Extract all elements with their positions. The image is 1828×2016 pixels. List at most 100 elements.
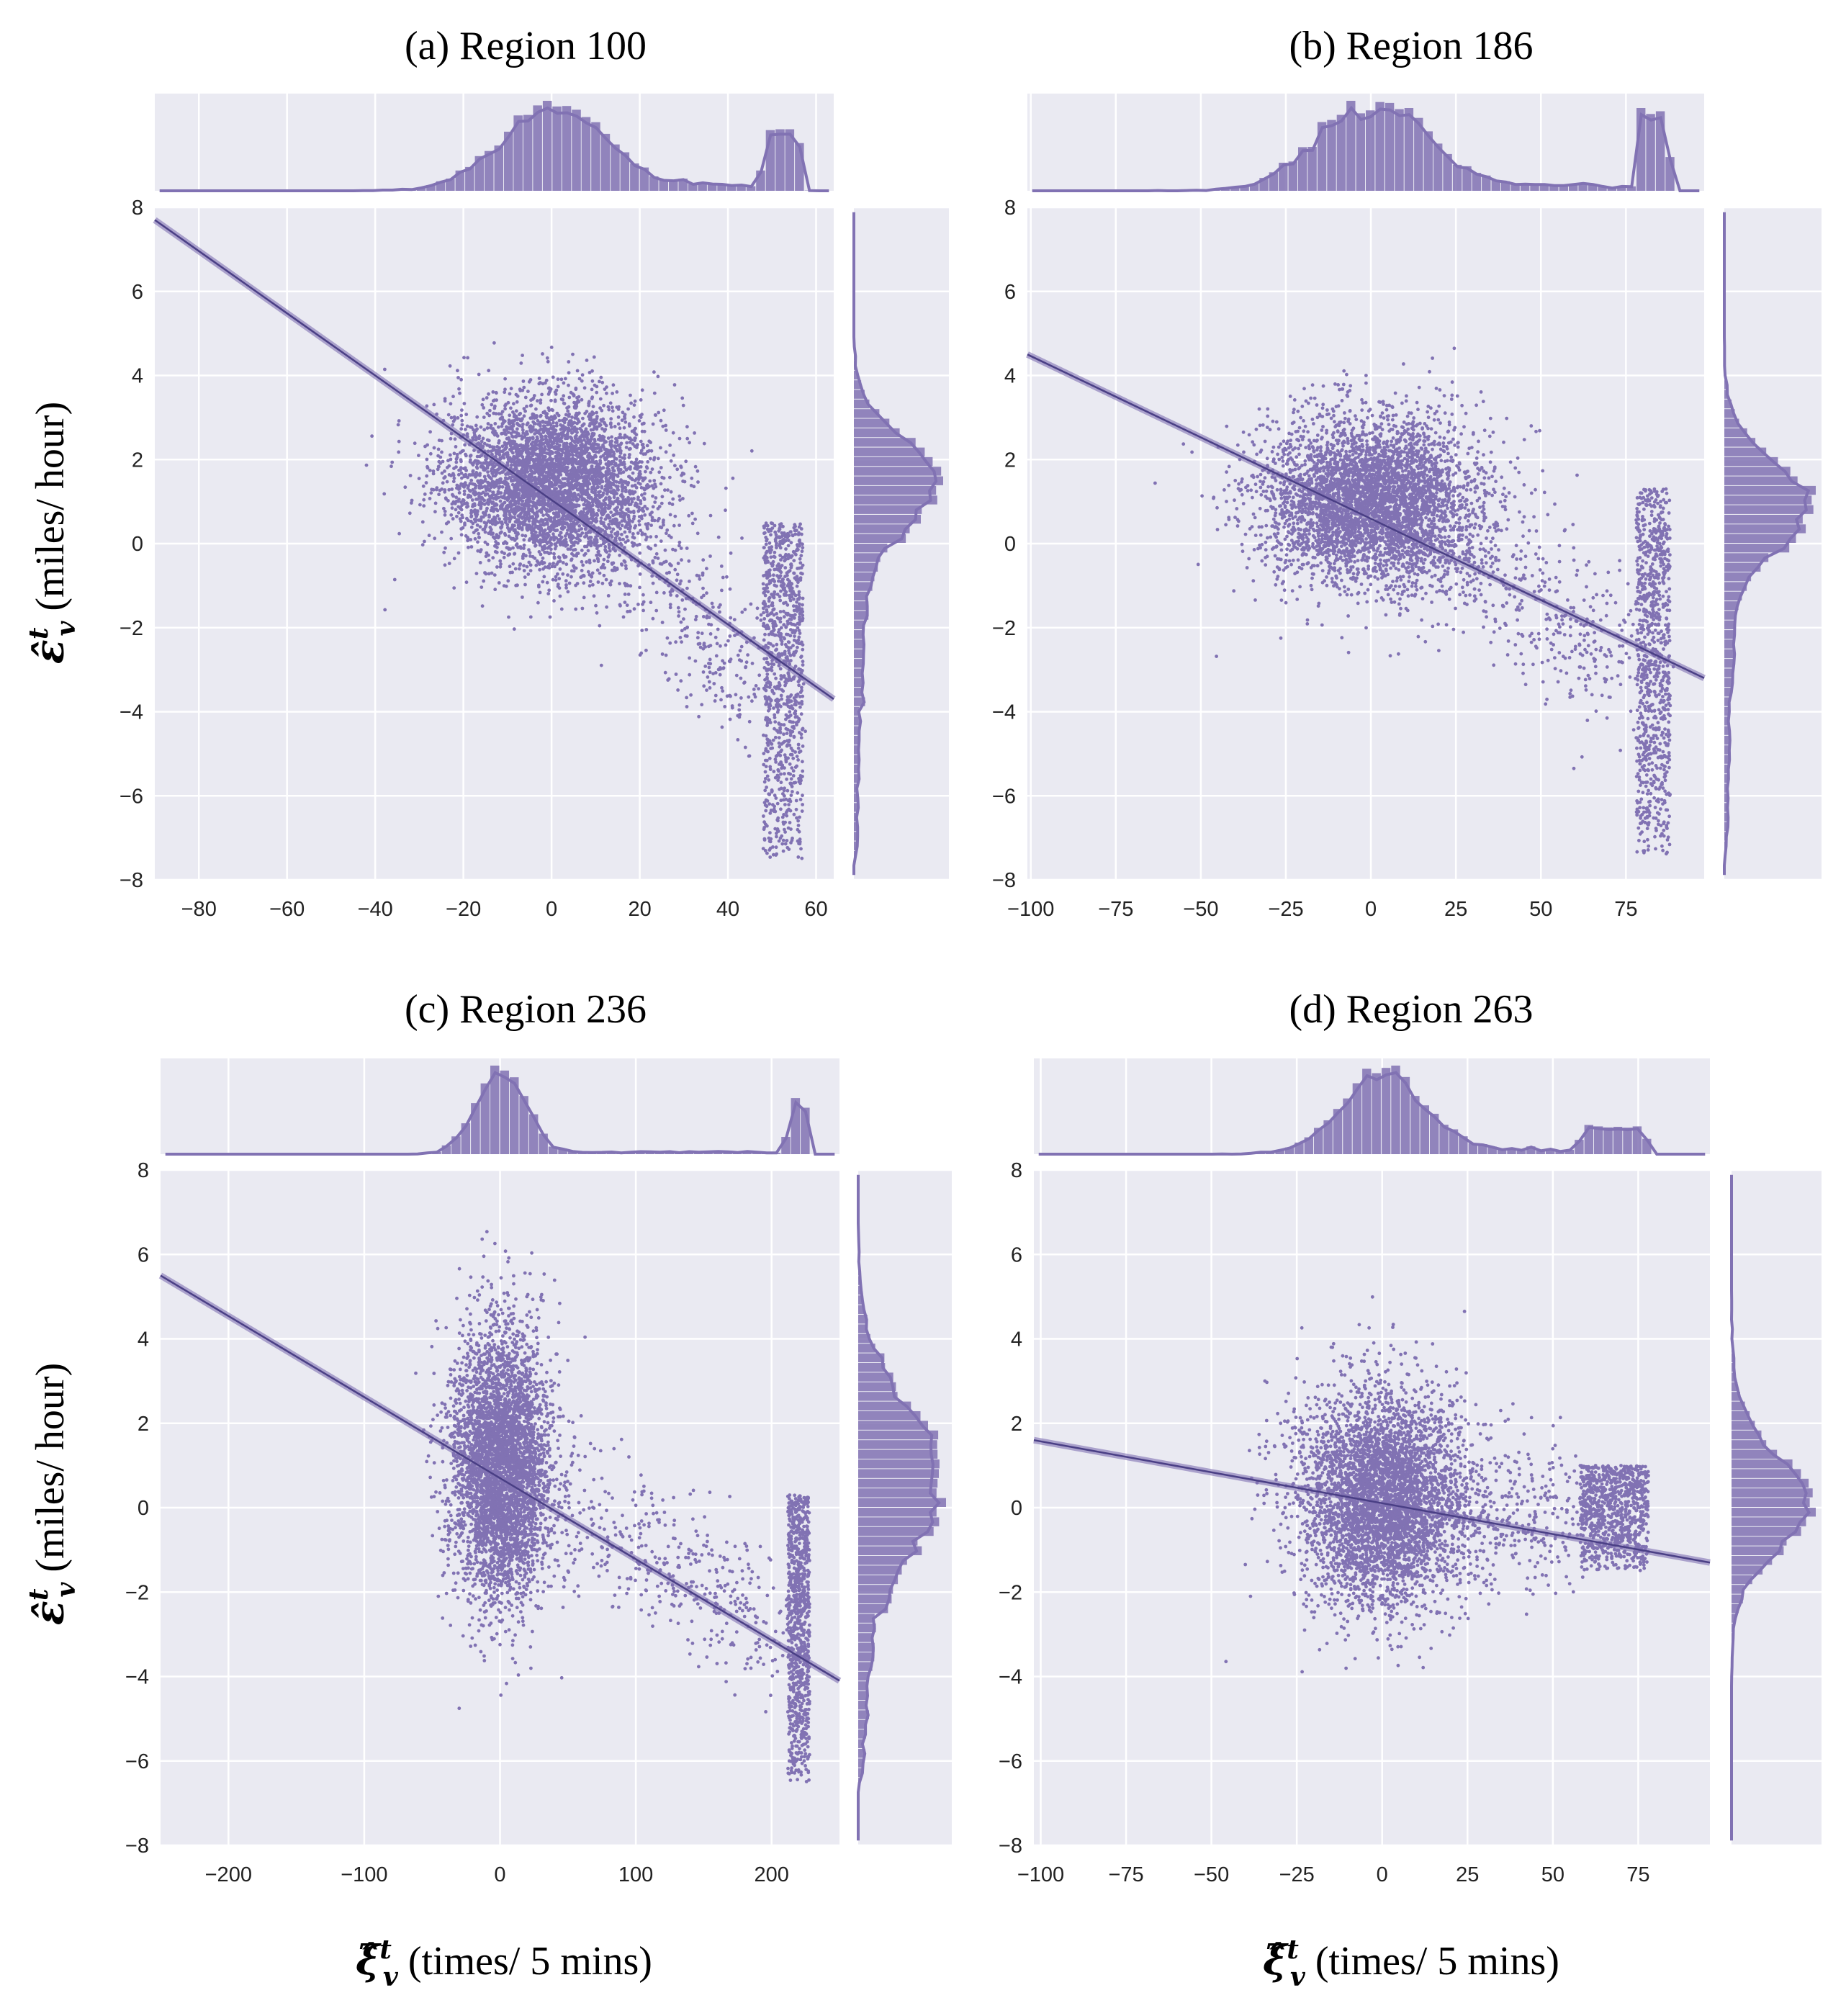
scatter-point [516,432,521,436]
scatter-point [775,647,778,652]
scatter-point [591,428,595,432]
scatter-point [666,488,670,492]
scatter-point [450,487,454,491]
scatter-point [636,481,641,485]
scatter-point [557,418,562,423]
scatter-point [553,464,557,469]
scatter-point [784,611,788,616]
scatter-point [562,444,567,449]
scatter-point [485,509,488,513]
scatter-point [623,420,628,424]
scatter-point [600,512,604,516]
scatter-point [540,438,544,442]
scatter-point [779,780,783,785]
scatter-point [642,429,647,433]
scatter-point [428,430,432,434]
scatter-point [459,500,463,504]
scatter-point [545,356,549,360]
scatter-point [426,464,429,469]
scatter-point [417,454,420,457]
scatter-point [778,542,782,546]
scatter-point [515,454,519,458]
scatter-point [527,519,531,523]
scatter-point [645,466,649,470]
scatter-point [801,546,805,550]
scatter-point [556,384,560,389]
scatter-point [767,595,772,600]
scatter-point [539,398,543,402]
scatter-point [616,422,621,426]
scatter-point [445,480,449,484]
scatter-point [587,501,592,505]
scatter-point [505,498,510,502]
scatter-point [650,484,654,488]
scatter-point [781,580,785,585]
scatter-point [798,731,801,734]
scatter-point [783,842,788,846]
scatter-point [472,509,477,513]
scatter-point [547,487,551,492]
scatter-point [564,377,567,381]
scatter-point [552,492,557,497]
scatter-point [562,428,567,433]
scatter-point [664,428,668,432]
scatter-point [477,531,481,536]
scatter-point [801,542,804,546]
scatter-point [522,538,526,542]
scatter-point [456,416,460,420]
scatter-point [801,793,804,798]
scatter-point [590,575,594,579]
scatter-point [454,460,459,464]
scatter-point [523,582,527,587]
scatter-point [464,413,469,416]
scatter-point [505,454,509,458]
scatter-point [492,509,495,513]
scatter-point [641,479,645,482]
scatter-point [781,792,785,796]
scatter-point [559,458,562,462]
scatter-point [522,385,526,390]
scatter-point [788,772,793,776]
scatter-point [685,436,690,441]
scatter-point [626,526,630,531]
scatter-point [541,513,545,517]
scatter-point [513,523,516,528]
scatter-point [525,564,529,569]
scatter-point [599,455,603,459]
scatter-point [789,777,793,781]
x-tick-label: 40 [716,898,739,921]
scatter-point [515,542,519,546]
scatter-point [783,575,787,579]
scatter-point [527,379,531,384]
scatter-point [456,510,461,515]
scatter-point [571,392,575,396]
scatter-point [493,422,497,426]
scatter-point [573,529,577,534]
scatter-point [692,485,696,489]
scatter-point [451,500,456,504]
scatter-point [434,487,438,492]
scatter-point [673,514,677,518]
scatter-point [708,554,712,558]
scatter-point [785,809,789,813]
scatter-point [770,668,774,672]
scatter-point [562,460,567,464]
scatter-point [635,444,639,448]
scatter-point [444,546,447,550]
scatter-point [440,438,444,443]
scatter-point [527,455,531,459]
scatter-point [585,440,588,444]
scatter-point [547,386,551,390]
scatter-point [596,438,600,441]
scatter-point [690,511,694,516]
scatter-point [443,469,446,473]
scatter-point [543,565,547,569]
y-tick-label: 8 [132,197,143,220]
scatter-point [597,508,600,513]
scatter-point [533,422,537,426]
scatter-point [618,433,622,436]
scatter-point [510,446,513,450]
scatter-point [469,454,473,457]
scatter-point [638,414,642,418]
scatter-point [775,642,779,647]
